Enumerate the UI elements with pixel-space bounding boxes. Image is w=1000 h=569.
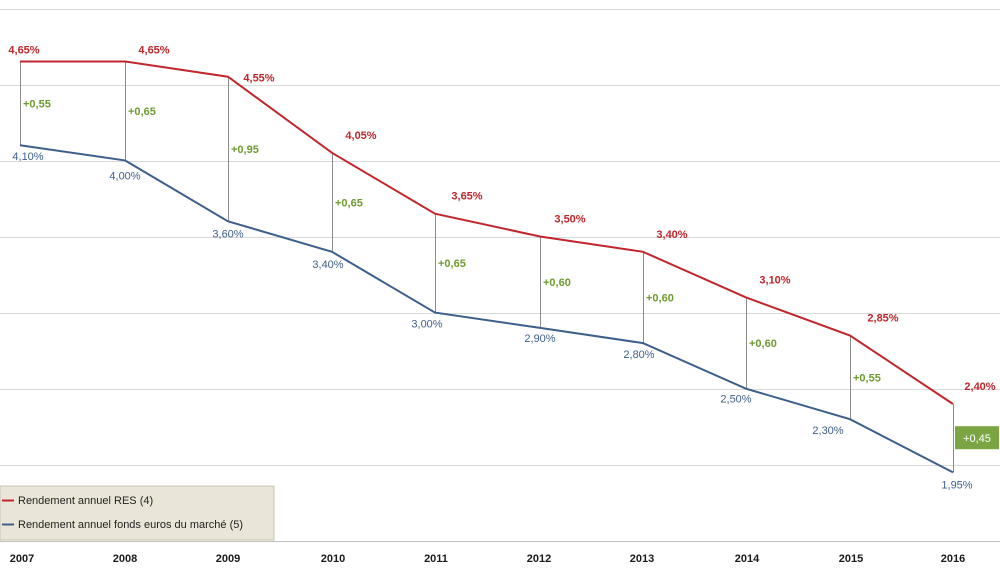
data-label-fonds-euros: 4,00% <box>109 170 140 182</box>
legend-label-fonds-euros: Rendement annuel fonds euros du marché (… <box>18 519 243 531</box>
data-label-fonds-euros: 2,30% <box>812 425 843 437</box>
data-label-fonds-euros: 1,95% <box>941 479 972 491</box>
data-label-res: 4,65% <box>138 45 169 57</box>
difference-label: +0,65 <box>335 197 363 209</box>
data-label-fonds-euros: 2,50% <box>720 394 751 406</box>
data-label-res: 3,40% <box>656 229 687 241</box>
difference-label: +0,65 <box>438 258 466 270</box>
data-label-res: 4,05% <box>345 130 376 142</box>
data-label-fonds-euros: 4,10% <box>12 151 43 163</box>
series-line-res <box>20 60 954 405</box>
difference-label: +0,60 <box>749 338 777 350</box>
data-label-fonds-euros: 3,40% <box>312 259 343 271</box>
legend-box <box>0 485 275 541</box>
data-label-res: 4,55% <box>243 73 274 85</box>
data-label-res: 2,40% <box>964 381 995 393</box>
x-tick-label: 2009 <box>216 553 240 565</box>
x-tick-label: 2013 <box>630 553 654 565</box>
difference-label-highlighted: +0,45 <box>963 433 991 445</box>
difference-label: +0,60 <box>543 277 571 289</box>
difference-label: +0,55 <box>23 98 51 110</box>
data-label-fonds-euros: 2,80% <box>623 349 654 361</box>
difference-label: +0,95 <box>231 144 259 156</box>
legend-label-res: Rendement annuel RES (4) <box>18 495 153 507</box>
data-label-res: 3,50% <box>554 214 585 226</box>
data-label-res: 2,85% <box>867 312 898 324</box>
x-tick-label: 2014 <box>735 553 760 565</box>
x-tick-label: 2016 <box>941 553 965 565</box>
data-label-fonds-euros: 3,60% <box>212 228 243 240</box>
series-line-fonds-euros <box>19 144 954 474</box>
x-tick-label: 2012 <box>527 553 551 565</box>
difference-label: +0,60 <box>646 292 674 304</box>
x-tick-label: 2011 <box>424 553 448 565</box>
difference-label: +0,55 <box>853 372 881 384</box>
x-tick-label: 2008 <box>113 553 137 565</box>
difference-highlight-box <box>955 426 999 450</box>
data-label-res: 4,65% <box>8 45 39 57</box>
x-tick-label: 2010 <box>321 553 345 565</box>
data-label-res: 3,65% <box>451 191 482 203</box>
x-tick-label: 2007 <box>10 553 34 565</box>
data-label-fonds-euros: 2,90% <box>524 333 555 345</box>
data-label-fonds-euros: 3,00% <box>411 319 442 331</box>
difference-label: +0,65 <box>128 106 156 118</box>
data-label-res: 3,10% <box>759 274 790 286</box>
x-tick-label: 2015 <box>839 553 863 565</box>
